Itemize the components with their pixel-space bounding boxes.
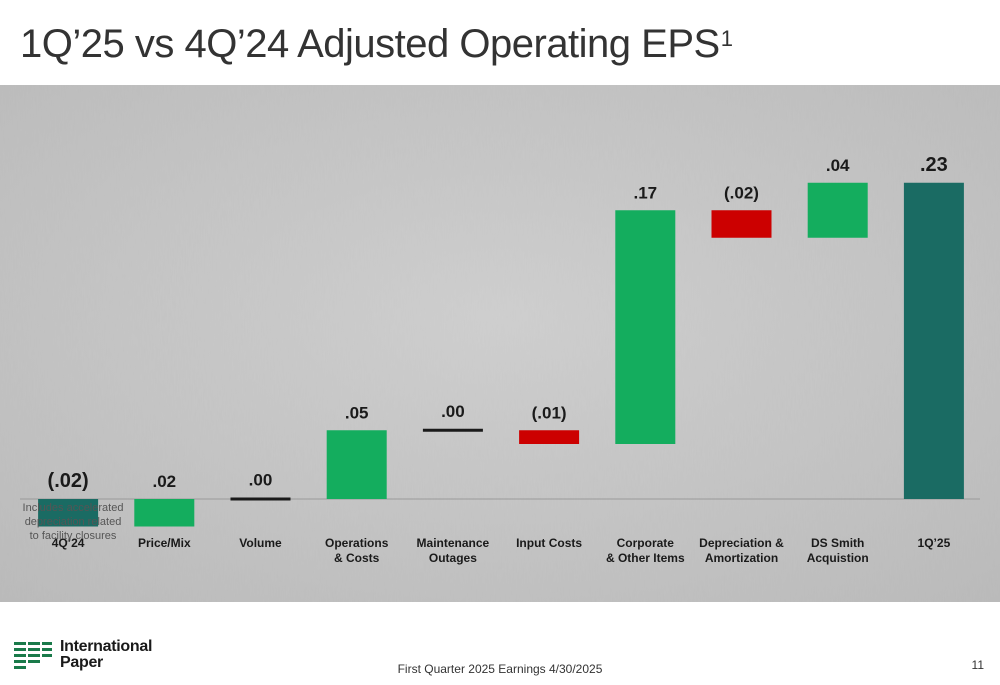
category-label: Volume	[239, 536, 282, 550]
title-footnote: 1	[720, 26, 733, 51]
value-label: (.01)	[532, 403, 567, 422]
chart-panel: (.02) .02 .00 .05 .00 (.01) .17 (.02) .04 .23 4Q’…	[0, 85, 1000, 602]
value-label: (.02)	[724, 183, 759, 202]
logo-wordmark: International Paper	[60, 639, 152, 671]
page-title: 1Q’25 vs 4Q’24 Adjusted Operating EPS1	[20, 22, 733, 67]
value-label: .04	[826, 156, 850, 175]
value-labels-group: (.02) .02 .00 .05 .00 (.01) .17 (.02) .04 .23	[48, 154, 948, 492]
category-label-line: 1Q’25	[918, 536, 951, 550]
waterfall-bar	[711, 210, 772, 238]
category-label: Price/Mix	[138, 536, 191, 550]
category-label-line: Outages	[429, 551, 477, 565]
page-number: 11	[971, 658, 984, 672]
category-label-line: Volume	[239, 536, 282, 550]
logo-line-1: International	[60, 638, 153, 655]
category-label: Maintenance Outages	[417, 536, 490, 565]
category-label-line: Maintenance	[417, 536, 490, 550]
category-label: Operations & Costs	[325, 536, 389, 565]
category-labels-group: 4Q’24 Price/Mix Volume Operations & Costs Mai…	[52, 536, 951, 565]
footer-text: First Quarter 2025 Earnings 4/30/2025	[397, 662, 603, 676]
note-line: Includes accelerated	[22, 502, 124, 514]
waterfall-chart: (.02) .02 .00 .05 .00 (.01) .17 (.02) .04 .23 4Q’…	[0, 85, 1000, 602]
category-label-line: 4Q’24	[52, 536, 85, 550]
value-label: .05	[345, 403, 369, 422]
waterfall-bar	[903, 182, 964, 499]
value-label: .17	[633, 183, 657, 202]
category-label: 1Q’25	[918, 536, 951, 550]
waterfall-bar	[807, 182, 868, 238]
category-label-line: Amortization	[705, 551, 778, 565]
title-text: 1Q’25 vs 4Q’24 Adjusted Operating EPS	[20, 22, 720, 66]
annotation-note: Includes accelerated depreciation relate…	[18, 501, 128, 543]
category-label: DS Smith Acquistion	[807, 536, 869, 565]
category-label-line: Depreciation &	[699, 536, 784, 550]
waterfall-bar	[134, 499, 195, 527]
category-label-line: Corporate	[617, 536, 675, 550]
logo-mark-icon	[14, 642, 52, 669]
category-label: Depreciation & Amortization	[699, 536, 784, 565]
category-label-line: DS Smith	[811, 536, 864, 550]
category-label-line: Acquistion	[807, 551, 869, 565]
logo-line-2: Paper	[60, 654, 103, 671]
value-label: .00	[249, 471, 273, 490]
category-label-line: & Other Items	[606, 551, 685, 565]
waterfall-bar	[519, 430, 580, 444]
category-label-line: Operations	[325, 536, 389, 550]
category-label-line: Input Costs	[516, 536, 582, 550]
value-label: .02	[152, 472, 176, 491]
value-label: .23	[920, 154, 948, 176]
waterfall-zero-bar	[230, 497, 291, 501]
note-line: to facility closures	[29, 530, 117, 542]
category-label-line: & Costs	[334, 551, 380, 565]
category-label: 4Q’24	[52, 536, 85, 550]
waterfall-bar	[615, 210, 676, 444]
waterfall-zero-bar	[422, 428, 483, 432]
category-label-line: Price/Mix	[138, 536, 191, 550]
waterfall-bar	[326, 430, 387, 499]
note-line: depreciation related	[24, 516, 122, 528]
waterfall-bar	[38, 499, 99, 527]
bars-group	[38, 182, 964, 527]
value-label: .00	[441, 402, 465, 421]
company-logo: International Paper	[12, 638, 152, 672]
value-label: (.02)	[48, 470, 89, 492]
category-label: Corporate & Other Items	[606, 536, 685, 565]
category-label: Input Costs	[516, 536, 582, 550]
